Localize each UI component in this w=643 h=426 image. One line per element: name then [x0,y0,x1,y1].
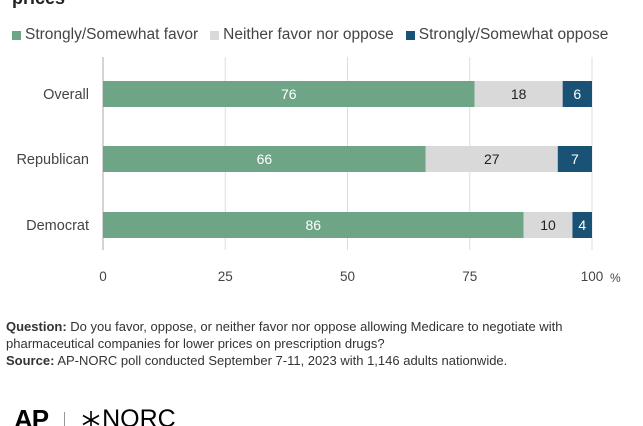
legend-swatch [405,30,415,40]
stacked-bar-chart: 0 25 50 75 100 % Overall 76 18 6 Republican 66 27 7 De… [16,57,621,285]
data-label: 4 [578,217,586,233]
bar-segment [523,212,573,238]
source-note: Source: AP-NORC poll conducted September… [6,352,626,369]
x-tick-label: 100 [581,269,604,284]
category-label: Republican [16,152,89,168]
question-label: Question: [6,319,67,334]
bar-segment [474,81,563,107]
legend-swatch [12,30,21,40]
legend-item: Strongly/Somewhat oppose [405,26,609,44]
legend-swatch [210,30,220,40]
data-label: 66 [257,151,273,167]
data-label: 27 [484,151,500,167]
bar-segment [562,81,592,107]
data-label: 7 [571,151,579,167]
bar-segment [572,212,592,238]
category-label: Democrat [26,218,89,234]
legend-label: Neither favor nor oppose [223,26,394,43]
question-text: Do you favor, oppose, or neither favor n… [6,319,563,351]
x-tick-label: 25 [218,269,233,284]
data-label: 18 [511,86,527,102]
x-tick-label: 50 [340,269,355,284]
x-axis-unit: % [610,271,621,285]
category-label: Overall [43,87,89,103]
publisher-logos: AP NORC [14,406,176,426]
data-label: 76 [281,86,297,102]
x-tick-label: 75 [462,269,477,284]
source-label: Source: [6,353,55,368]
chart-legend: Strongly/Somewhat favor Neither favor nor… [12,25,608,45]
x-tick-label: 0 [99,269,107,284]
bar-segment [103,146,426,172]
legend-item: Strongly/Somewhat favor [12,26,198,44]
bar-segment [557,146,592,172]
norc-star-icon [82,411,100,426]
chart-notes: Question: Do you favor, oppose, or neith… [6,318,626,369]
bar-segment [425,146,558,172]
logo-divider [64,412,66,426]
source-text: AP-NORC poll conducted September 7-11, 2… [57,353,508,368]
legend-item: Neither favor nor oppose [210,26,394,44]
norc-logo: NORC [81,406,176,426]
bar-segment [103,81,475,107]
ap-logo: AP [14,406,49,426]
legend-label: Strongly/Somewhat favor [25,26,199,43]
chart-title: prices [12,0,65,9]
legend-label: Strongly/Somewhat oppose [418,26,609,43]
bar-segment [103,212,524,238]
norc-logo-text: NORC [102,406,176,426]
data-label: 6 [573,86,581,102]
data-label: 10 [540,217,556,233]
question-note: Question: Do you favor, oppose, or neith… [6,318,626,352]
data-label: 86 [305,217,321,233]
